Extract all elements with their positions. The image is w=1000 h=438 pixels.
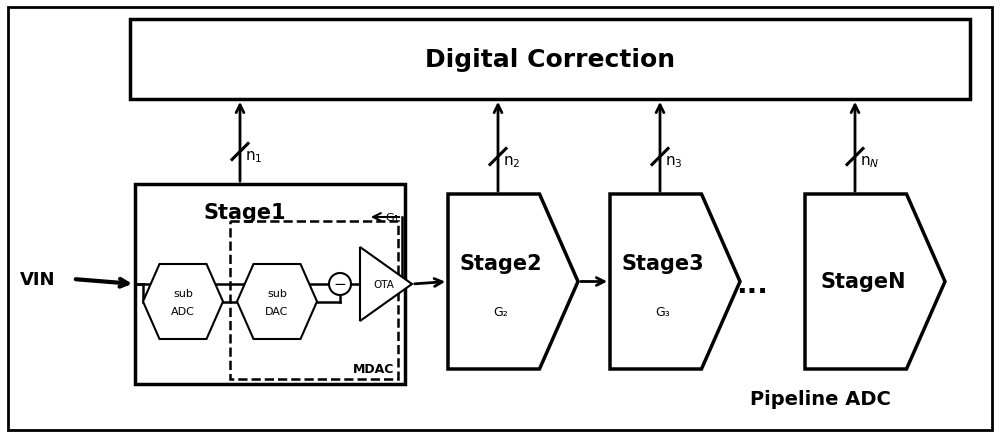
Text: −: − bbox=[334, 277, 346, 292]
Text: OTA: OTA bbox=[374, 279, 394, 290]
Text: Pipeline ADC: Pipeline ADC bbox=[750, 390, 890, 409]
Text: G₂: G₂ bbox=[494, 305, 508, 318]
Text: DAC: DAC bbox=[265, 307, 289, 317]
Text: n$_N$: n$_N$ bbox=[860, 154, 879, 170]
Text: StageN: StageN bbox=[820, 272, 906, 292]
FancyBboxPatch shape bbox=[8, 8, 992, 430]
Text: G$_1$: G$_1$ bbox=[385, 211, 400, 224]
Polygon shape bbox=[360, 247, 412, 321]
Polygon shape bbox=[610, 194, 740, 369]
FancyBboxPatch shape bbox=[135, 184, 405, 384]
Text: ...: ... bbox=[736, 270, 768, 298]
Polygon shape bbox=[448, 194, 578, 369]
Text: n$_1$: n$_1$ bbox=[245, 149, 263, 165]
Text: Stage2: Stage2 bbox=[460, 254, 542, 274]
Polygon shape bbox=[805, 194, 945, 369]
Text: sub: sub bbox=[173, 289, 193, 299]
Text: sub: sub bbox=[267, 289, 287, 299]
Text: n$_3$: n$_3$ bbox=[665, 154, 683, 170]
Text: G₃: G₃ bbox=[656, 305, 670, 318]
Text: MDAC: MDAC bbox=[353, 362, 394, 375]
Polygon shape bbox=[237, 265, 317, 339]
FancyBboxPatch shape bbox=[230, 222, 398, 379]
Polygon shape bbox=[143, 265, 223, 339]
Circle shape bbox=[329, 273, 351, 295]
FancyBboxPatch shape bbox=[130, 20, 970, 100]
Text: Digital Correction: Digital Correction bbox=[425, 48, 675, 72]
Text: n$_2$: n$_2$ bbox=[503, 154, 520, 170]
Text: Stage1: Stage1 bbox=[204, 202, 286, 223]
Text: ADC: ADC bbox=[171, 307, 195, 317]
Text: VIN: VIN bbox=[20, 270, 56, 288]
Text: Stage3: Stage3 bbox=[622, 254, 704, 274]
